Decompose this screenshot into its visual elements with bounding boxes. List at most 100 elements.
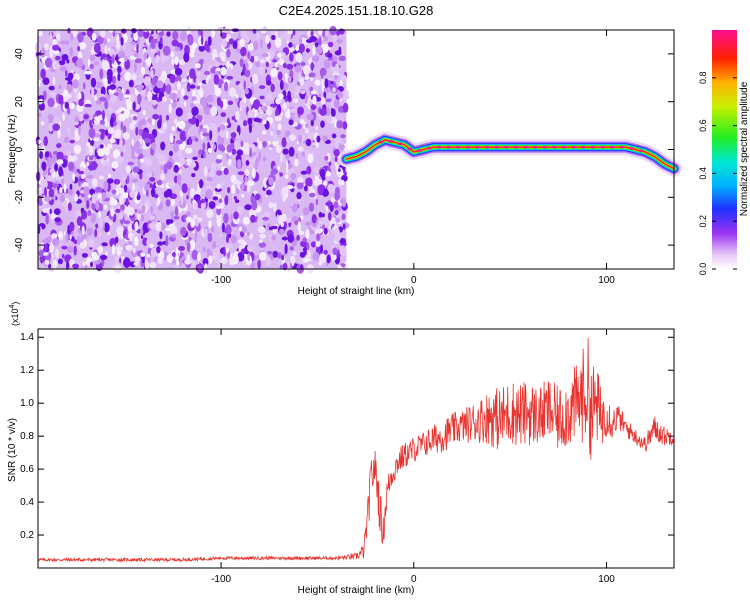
snr-y-ticks: 0.2 0.4 0.6 0.8 1.0 1.2 1.4 <box>20 332 674 541</box>
noise-blob <box>146 253 151 258</box>
noise-blob <box>229 244 233 249</box>
noise-blob <box>232 40 238 49</box>
noise-blob <box>158 153 166 163</box>
noise-blob <box>41 161 47 171</box>
noise-blob <box>186 139 190 146</box>
noise-blob <box>248 123 252 134</box>
noise-blob <box>90 212 97 224</box>
noise-blob <box>73 144 82 155</box>
noise-blob <box>226 76 234 80</box>
noise-blob <box>296 182 304 190</box>
noise-blob <box>343 90 350 97</box>
noise-blob <box>278 161 282 168</box>
noise-blob <box>202 142 206 152</box>
noise-blob <box>288 47 295 52</box>
noise-blob <box>322 224 325 230</box>
noise-blob <box>163 164 167 174</box>
noise-blob <box>243 216 250 225</box>
noise-blob <box>91 193 97 205</box>
noise-blob <box>78 98 84 107</box>
noise-blob <box>339 79 344 88</box>
noise-blob <box>174 56 179 66</box>
noise-blob <box>334 74 339 80</box>
noise-blob <box>205 77 209 84</box>
noise-blob <box>194 137 199 142</box>
noise-blob <box>320 244 323 254</box>
noise-blob <box>217 261 221 268</box>
noise-blob <box>129 190 136 199</box>
noise-blob <box>197 265 203 271</box>
noise-blob <box>311 214 317 224</box>
noise-blob <box>134 221 139 231</box>
noise-blob <box>303 207 310 216</box>
noise-blob <box>111 161 119 169</box>
noise-blob <box>316 135 321 143</box>
noise-blob <box>202 247 206 252</box>
noise-blob <box>189 53 195 58</box>
noise-blob <box>147 121 150 130</box>
noise-blob <box>220 100 224 109</box>
noise-blob <box>258 239 263 244</box>
noise-blob <box>84 70 92 75</box>
noise-blob <box>49 32 52 43</box>
colorbar-tick-label: 0.6 <box>698 119 708 132</box>
noise-blob <box>125 244 133 251</box>
noise-blob <box>134 58 142 64</box>
noise-blob <box>125 197 129 207</box>
noise-blob <box>196 71 202 77</box>
noise-blob <box>254 55 259 62</box>
noise-blob <box>315 241 321 248</box>
noise-blob <box>176 80 181 91</box>
noise-blob <box>273 202 277 213</box>
noise-blob <box>225 243 230 249</box>
noise-blob <box>93 255 98 261</box>
noise-blob <box>285 136 291 143</box>
noise-blob <box>150 38 156 50</box>
noise-blob <box>151 118 155 126</box>
noise-blob <box>163 122 167 130</box>
noise-blob <box>259 59 266 64</box>
noise-blob <box>36 139 42 144</box>
spectrogram-noise-region <box>34 25 350 274</box>
noise-blob <box>331 133 337 139</box>
noise-blob <box>64 101 70 110</box>
noise-blob <box>61 245 68 250</box>
noise-blob <box>237 119 244 125</box>
noise-blob <box>192 199 197 205</box>
noise-blob <box>166 188 173 197</box>
noise-blob <box>313 179 319 186</box>
noise-blob <box>146 133 154 140</box>
noise-blob <box>249 147 252 158</box>
signal-peak <box>580 145 587 149</box>
noise-blob <box>105 117 108 127</box>
noise-blob <box>120 28 127 34</box>
noise-blob <box>244 204 252 211</box>
noise-blob <box>117 73 121 82</box>
noise-blob <box>325 201 333 207</box>
noise-blob <box>49 121 53 133</box>
noise-blob <box>207 141 210 149</box>
noise-blob <box>115 33 120 45</box>
noise-blob <box>305 228 310 240</box>
noise-blob <box>261 53 269 57</box>
noise-blob <box>257 226 266 234</box>
noise-blob <box>253 190 258 195</box>
noise-blob <box>103 222 110 233</box>
noise-blob <box>332 87 336 93</box>
noise-blob <box>235 93 239 99</box>
noise-blob <box>52 44 60 51</box>
noise-blob <box>185 216 192 223</box>
signal-peak <box>465 145 471 149</box>
noise-blob <box>241 193 245 198</box>
snr-panel: -100 0 100 0.2 0.4 0.6 0.8 1.0 1.2 1.4 Height of… <box>7 302 675 596</box>
noise-blob <box>251 200 258 211</box>
noise-blob <box>170 225 178 236</box>
noise-blob <box>310 62 315 69</box>
noise-blob <box>282 191 287 203</box>
y-tick-label: 40 <box>14 48 25 60</box>
noise-blob <box>300 240 308 247</box>
noise-blob <box>275 97 282 105</box>
noise-blob <box>303 64 311 76</box>
noise-blob <box>54 217 61 223</box>
